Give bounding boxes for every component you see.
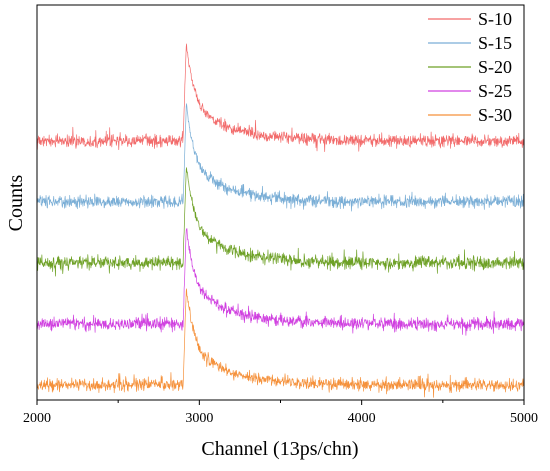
x-tick-label: 3000: [185, 411, 213, 426]
x-tick-label: 4000: [348, 411, 376, 426]
axes: 2000 3000 4000 5000 Channel (13ps/chn) Coun…: [5, 4, 538, 460]
legend-label: S-20: [478, 57, 512, 77]
legend: S-10 S-15 S-20 S-25 S-30: [428, 9, 512, 125]
series-line-s-25: [36, 228, 525, 336]
series-line-s-10: [36, 43, 525, 152]
x-tick-label: 5000: [510, 411, 538, 426]
legend-label: S-15: [478, 33, 512, 53]
x-tick-label: 2000: [23, 411, 51, 426]
plot-area: [36, 43, 525, 398]
y-axis-title: Counts: [5, 174, 27, 231]
x-axis-ticks: 2000 3000 4000 5000: [23, 400, 538, 426]
legend-label: S-30: [478, 105, 512, 125]
series-line-s-15: [36, 103, 525, 212]
legend-label: S-10: [478, 9, 512, 29]
legend-label: S-25: [478, 81, 512, 101]
x-axis-title: Channel (13ps/chn): [201, 438, 358, 460]
series-line-s-20: [36, 167, 525, 277]
series-line-s-30: [36, 288, 525, 398]
